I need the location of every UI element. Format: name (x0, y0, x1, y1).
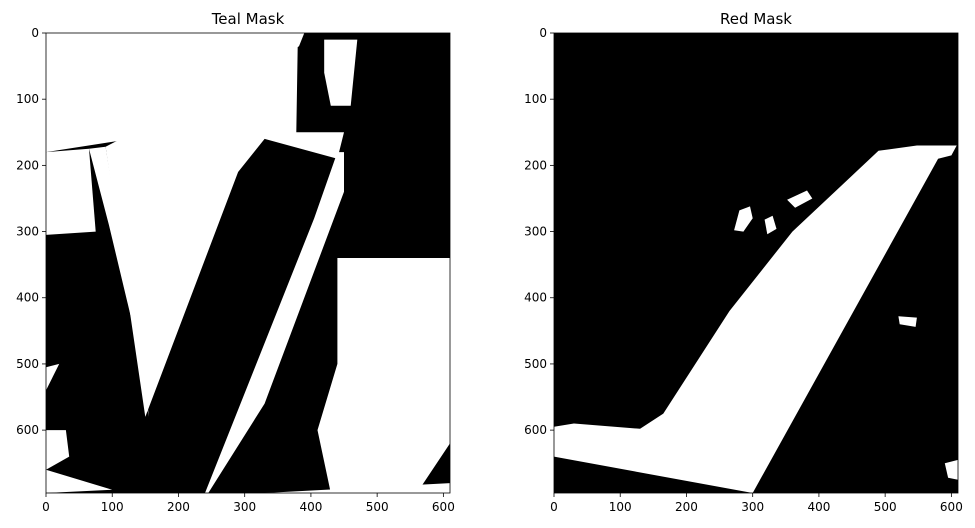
teal-mask-title: Teal Mask (211, 10, 285, 28)
red-mask-y-tick-label: 100 (524, 92, 547, 106)
teal-mask-panel: Teal Mask 0 100 200 300 400 500 600 0 100 200 300 40… (16, 10, 455, 514)
teal-mask-y-tick-label: 300 (16, 225, 39, 239)
teal-mask-white-region-10 (264, 483, 450, 493)
teal-mask-x-tick-label: 100 (101, 500, 124, 514)
red-mask-white-region-0 (554, 145, 957, 493)
red-mask-y-tick-label: 500 (524, 357, 547, 371)
red-mask-y-tick-label: 0 (539, 26, 547, 40)
teal-mask-image (46, 33, 450, 493)
red-mask-white-region-1 (734, 206, 753, 232)
teal-mask-y-tick-label: 400 (16, 291, 39, 305)
teal-mask-x-tick-label: 400 (299, 500, 322, 514)
red-mask-panel: Red Mask 0 100 200 300 400 500 600 0 100 200 300 400… (524, 10, 963, 514)
teal-mask-x-tick-label: 300 (233, 500, 256, 514)
teal-mask-white-region-4 (46, 363, 60, 391)
teal-mask-y-tick-label: 0 (31, 26, 39, 40)
red-mask-white-region-4 (898, 316, 917, 327)
red-mask-white-region-2 (764, 215, 777, 235)
red-mask-title: Red Mask (720, 10, 792, 28)
teal-mask-x-tick-label: 200 (167, 500, 190, 514)
red-mask-white-region-3 (787, 190, 813, 208)
red-mask-y-tick-label: 200 (524, 158, 547, 172)
teal-mask-black-blob-2 (274, 188, 301, 207)
red-mask-x-tick-label: 600 (940, 500, 963, 514)
teal-mask-x-tick-label: 0 (42, 500, 50, 514)
teal-mask-black-blob-0 (224, 206, 244, 231)
red-mask-x-tick-label: 200 (675, 500, 698, 514)
red-mask-x-tick-label: 100 (609, 500, 632, 514)
red-mask-x-tick-label: 300 (741, 500, 764, 514)
teal-mask-axes-frame (45, 32, 451, 494)
red-mask-y-tick-label: 400 (524, 291, 547, 305)
red-mask-white-region-5 (944, 459, 958, 480)
teal-mask-y-tick-label: 200 (16, 158, 39, 172)
teal-mask-white-region-0 (46, 33, 305, 153)
teal-mask-white-region-1 (46, 148, 96, 235)
red-mask-image (554, 145, 958, 493)
teal-mask-x-tick-label: 600 (432, 500, 455, 514)
teal-mask-white-region-5 (205, 152, 344, 493)
teal-mask-white-region-9 (46, 469, 113, 493)
red-mask-x-tick-label: 400 (807, 500, 830, 514)
teal-mask-y-tick-label: 600 (16, 423, 39, 437)
teal-mask-black-blob-1 (251, 211, 265, 233)
teal-mask-x-tick-label: 500 (366, 500, 389, 514)
teal-mask-y-tick-label: 100 (16, 92, 39, 106)
red-mask-y-tick-label: 600 (524, 423, 547, 437)
teal-mask-white-region-7 (324, 39, 358, 106)
teal-mask-white-region-3 (105, 46, 344, 417)
teal-mask-y-tick-label: 500 (16, 357, 39, 371)
red-mask-x-tick-label: 500 (874, 500, 897, 514)
teal-mask-white-region-6 (46, 430, 70, 470)
red-mask-y-tick-label: 300 (524, 225, 547, 239)
red-mask-x-tick-label: 0 (550, 500, 558, 514)
teal-mask-white-region-8 (317, 258, 450, 493)
red-mask-axes-frame (553, 32, 959, 494)
